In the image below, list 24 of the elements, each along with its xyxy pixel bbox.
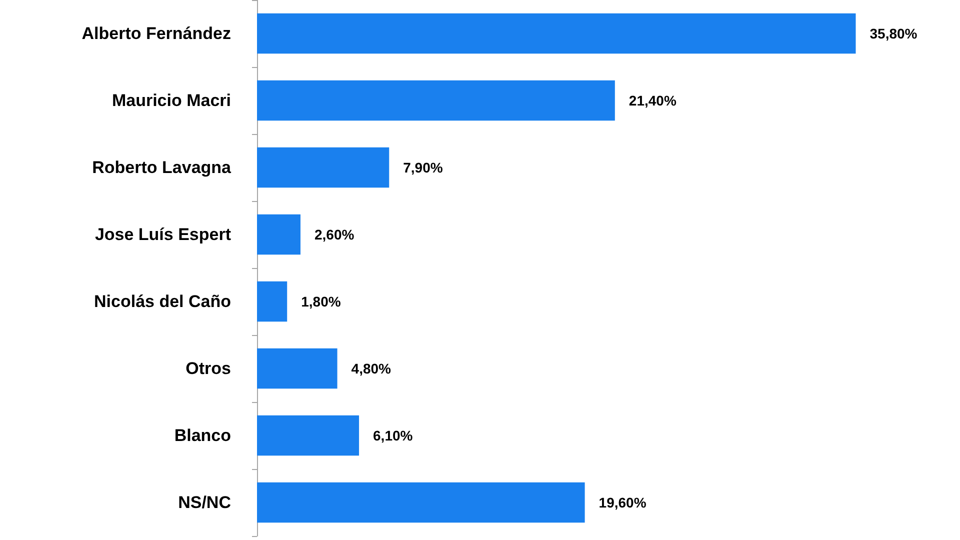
bar: [257, 80, 615, 121]
data-label: 7,90%: [403, 160, 444, 176]
data-label: 6,10%: [373, 428, 414, 444]
bar: [257, 415, 360, 456]
data-label: 19,60%: [598, 494, 647, 510]
y-tick-label: Jose Luís Espert: [94, 225, 232, 244]
data-label: 2,60%: [314, 226, 355, 242]
y-tick-label: Otros: [186, 359, 231, 378]
y-tick-label: Nicolás del Caño: [94, 292, 231, 311]
bar: [257, 348, 338, 389]
bar: [257, 281, 288, 322]
bar: [257, 482, 585, 523]
data-label: 35,80%: [870, 26, 918, 42]
bar: [257, 214, 300, 255]
y-tick-label: NS/NC: [178, 493, 231, 512]
data-label: 1,80%: [301, 294, 342, 310]
data-label: 21,40%: [628, 92, 677, 108]
y-tick-label: Mauricio Macri: [112, 91, 231, 110]
y-tick-label: Roberto Lavagna: [92, 158, 232, 177]
y-tick-label: Alberto Fernández: [82, 24, 231, 43]
data-label: 4,80%: [351, 360, 392, 376]
bar: [257, 13, 856, 54]
bar: [257, 147, 390, 188]
y-tick-label: Blanco: [174, 426, 231, 445]
